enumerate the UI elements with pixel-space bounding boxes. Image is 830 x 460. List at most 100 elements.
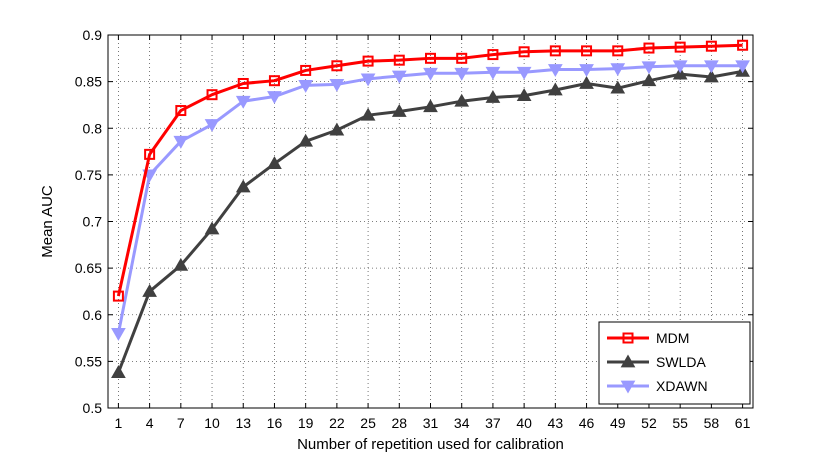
data-point-swlda: [360, 107, 376, 121]
data-point-mdm: [581, 45, 593, 57]
legend-marker-swlda: [620, 354, 636, 368]
x-tick-label: 13: [235, 415, 251, 431]
legend-marker-xdawn: [620, 380, 636, 394]
data-point-mdm: [144, 148, 156, 160]
data-point-xdawn: [204, 119, 220, 133]
legend: MDM SWLDA XDAWN: [598, 321, 751, 405]
x-tick-label: 40: [516, 415, 532, 431]
data-point-swlda: [454, 93, 470, 107]
data-point-swlda: [298, 133, 314, 147]
data-point-swlda: [173, 257, 189, 271]
data-point-mdm: [300, 64, 312, 76]
axis-ticks: 1 4 7 10 13 16 19 22 25 28 31 34 37 40 43 46 49 52 55 58 61 0…: [75, 27, 753, 431]
x-tick-label: 55: [672, 415, 688, 431]
data-point-swlda: [485, 89, 501, 103]
y-tick-label: 0.75: [75, 167, 102, 183]
data-point-swlda: [547, 82, 563, 96]
data-point-mdm: [643, 42, 655, 54]
data-point-mdm: [206, 89, 218, 101]
y-tick-label: 0.85: [75, 74, 102, 90]
x-axis-label: Number of repetition used for calibratio…: [297, 436, 564, 453]
data-point-xdawn: [641, 61, 657, 75]
data-point-mdm: [237, 77, 249, 89]
data-point-xdawn: [547, 64, 563, 78]
data-point-swlda: [423, 99, 438, 113]
x-tick-label: 25: [360, 415, 376, 431]
data-point-mdm: [674, 41, 686, 53]
x-tick-label: 34: [454, 415, 470, 431]
data-point-mdm: [705, 40, 717, 52]
legend-entry-swlda: SWLDA: [607, 354, 706, 370]
data-point-swlda: [111, 365, 126, 378]
series-mdm: [112, 39, 749, 302]
data-point-xdawn: [298, 79, 314, 93]
series-line-mdm: [116, 43, 743, 297]
x-tick-label: 16: [267, 415, 283, 431]
y-tick-label: 0.7: [83, 214, 103, 230]
y-tick-label: 0.8: [83, 120, 103, 136]
data-point-mdm: [175, 105, 187, 117]
legend-label-swlda: SWLDA: [656, 354, 706, 370]
x-tick-label: 37: [485, 415, 501, 431]
data-point-mdm: [112, 290, 124, 302]
data-point-xdawn: [672, 60, 688, 74]
legend-entry-xdawn: XDAWN: [607, 378, 708, 394]
data-point-xdawn: [267, 91, 282, 105]
data-point-xdawn: [704, 60, 719, 74]
x-tick-label: 19: [298, 415, 314, 431]
x-tick-label: 43: [548, 415, 564, 431]
data-point-mdm: [487, 49, 499, 61]
data-point-xdawn: [579, 64, 594, 78]
x-tick-label: 4: [146, 415, 154, 431]
series-layer: [111, 39, 750, 378]
x-tick-label: 22: [329, 415, 345, 431]
y-axis-label: Mean AUC: [39, 185, 56, 258]
y-tick-label: 0.5: [83, 400, 103, 416]
data-point-xdawn: [516, 66, 532, 80]
x-tick-label: 7: [177, 415, 185, 431]
data-point-mdm: [425, 52, 436, 64]
data-point-swlda: [391, 103, 407, 117]
data-point-xdawn: [391, 70, 407, 84]
data-point-mdm: [456, 52, 468, 64]
data-point-swlda: [204, 221, 220, 235]
data-point-mdm: [737, 39, 749, 51]
x-tick-label: 52: [641, 415, 657, 431]
y-tick-label: 0.65: [75, 260, 102, 276]
data-point-swlda: [516, 88, 532, 101]
data-point-mdm: [268, 75, 280, 87]
data-point-xdawn: [235, 95, 251, 109]
data-point-xdawn: [485, 66, 501, 80]
data-point-mdm: [393, 54, 405, 66]
x-tick-label: 1: [115, 415, 123, 431]
data-point-xdawn: [173, 135, 189, 149]
y-tick-label: 0.55: [75, 353, 102, 369]
data-point-mdm: [362, 55, 374, 67]
data-point-xdawn: [610, 63, 626, 77]
x-tick-label: 46: [579, 415, 595, 431]
legend-entry-mdm: MDM: [607, 330, 689, 346]
data-point-xdawn: [360, 73, 376, 87]
data-point-xdawn: [735, 60, 750, 74]
data-point-swlda: [641, 73, 657, 87]
legend-label-mdm: MDM: [656, 330, 689, 346]
x-tick-label: 28: [392, 415, 408, 431]
data-point-xdawn: [329, 79, 345, 92]
data-point-swlda: [267, 156, 282, 170]
x-tick-label: 31: [423, 415, 439, 431]
x-tick-label: 49: [610, 415, 626, 431]
data-point-mdm: [331, 60, 343, 72]
x-tick-label: 61: [735, 415, 751, 431]
y-tick-label: 0.6: [83, 307, 103, 323]
data-point-xdawn: [111, 328, 126, 341]
data-point-swlda: [142, 283, 157, 297]
data-point-mdm: [549, 45, 561, 57]
data-point-swlda: [579, 75, 594, 89]
y-tick-label: 0.9: [83, 27, 103, 43]
data-point-mdm: [612, 45, 624, 57]
data-point-swlda: [704, 69, 719, 83]
data-point-xdawn: [423, 67, 438, 81]
legend-label-xdawn: XDAWN: [656, 378, 708, 394]
data-point-swlda: [235, 179, 251, 193]
